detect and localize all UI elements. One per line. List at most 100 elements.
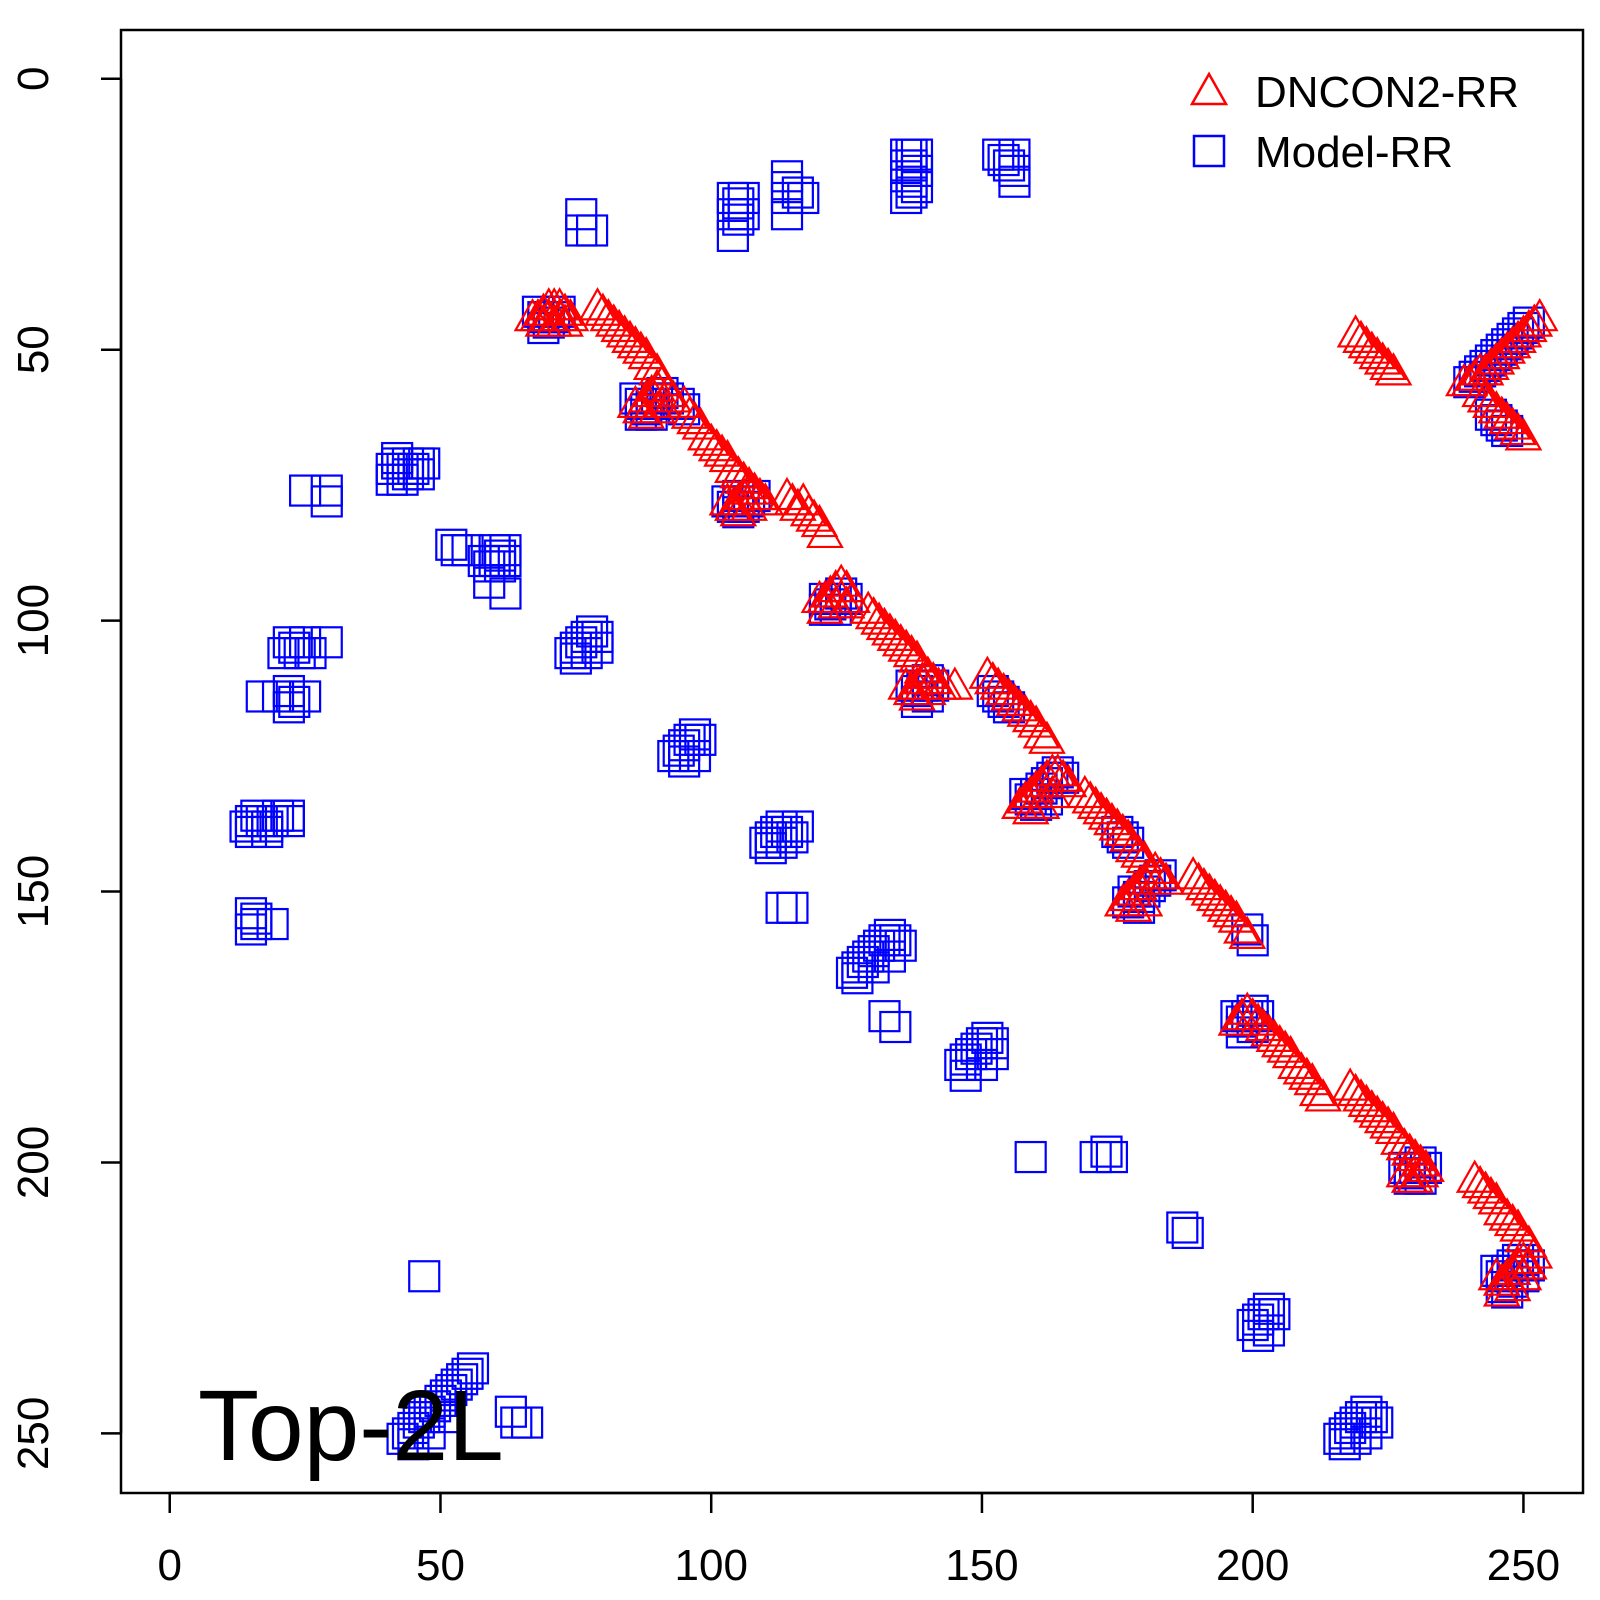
square-point: [267, 637, 300, 670]
series-dncon2-rr: [513, 287, 1559, 1307]
triangle-point: [1482, 335, 1521, 370]
square-point: [857, 951, 890, 984]
square-point: [619, 382, 652, 415]
triangle-point: [1298, 1072, 1337, 1107]
square-point: [289, 474, 322, 507]
square-point: [835, 956, 869, 989]
square-point: [565, 626, 598, 659]
triangle-point: [1477, 341, 1516, 375]
x-tick-label: 150: [945, 1541, 1018, 1590]
triangle-point: [1499, 319, 1537, 353]
square-point: [998, 165, 1031, 198]
square-point: [554, 637, 587, 670]
square-point: [944, 1048, 977, 1082]
triangle-point: [1488, 330, 1527, 364]
square-point: [489, 544, 522, 578]
square-point: [1328, 1428, 1361, 1461]
square-point: [251, 815, 284, 849]
square-point: [765, 826, 798, 859]
square-point: [272, 691, 305, 724]
square-point: [727, 198, 760, 231]
square-point: [402, 1406, 435, 1439]
triangle-point: [1493, 325, 1532, 359]
triangle-point: [1493, 1202, 1532, 1237]
square-point: [413, 1395, 446, 1428]
square-point: [559, 642, 592, 675]
triangle-point: [529, 297, 568, 332]
square-point: [1339, 1406, 1372, 1439]
triangle-point: [1472, 1175, 1510, 1210]
triangle-point: [1493, 1267, 1532, 1302]
legend-square-marker: [1192, 134, 1226, 168]
square-point: [570, 637, 603, 670]
square-point: [1252, 1292, 1286, 1325]
square-point: [1095, 1140, 1129, 1174]
square-point: [408, 1401, 441, 1434]
triangle-point: [1401, 1143, 1440, 1177]
square-point: [511, 1406, 544, 1439]
square-point: [1242, 1303, 1275, 1336]
triangle-point: [1482, 1273, 1521, 1307]
square-point: [949, 1043, 982, 1076]
square-point: [960, 1032, 993, 1065]
square-point: [781, 810, 814, 843]
square-point: [245, 680, 278, 713]
square-point: [890, 160, 923, 193]
square-point: [765, 810, 798, 843]
square-point: [770, 181, 804, 215]
triangle-point: [546, 303, 584, 337]
triangle-point: [806, 514, 844, 549]
square-point: [240, 907, 273, 941]
square-point: [446, 1363, 479, 1396]
square-point: [770, 815, 804, 849]
y-axis: 0 50 100 150 200 250: [9, 67, 123, 1470]
triangle-point: [1044, 758, 1083, 792]
square-point: [971, 1021, 1004, 1054]
triangle-point: [1049, 763, 1088, 798]
square-point: [1350, 1417, 1383, 1450]
x-tick-label: 100: [675, 1541, 748, 1590]
triangle-point: [1103, 883, 1142, 917]
triangle-point: [1022, 715, 1061, 749]
square-point: [1014, 1140, 1047, 1174]
square-point: [1334, 1411, 1367, 1445]
square-point: [391, 1417, 425, 1450]
square-point: [429, 1379, 462, 1412]
triangle-point: [827, 585, 866, 619]
triangle-point: [1147, 861, 1185, 895]
square-point: [1355, 1401, 1388, 1434]
square-point: [289, 680, 322, 713]
square-point: [451, 534, 484, 567]
triangle-point: [1103, 812, 1142, 847]
legend: DNCON2-RR Model-RR: [1189, 68, 1519, 177]
square-point: [310, 485, 343, 518]
y-tick-label: 100: [9, 584, 58, 657]
square-point: [1350, 1395, 1383, 1428]
y-tick-label: 250: [9, 1397, 58, 1470]
square-point: [1361, 1406, 1394, 1439]
square-point: [424, 1384, 457, 1417]
square-point: [397, 452, 430, 485]
triangle-point: [1504, 1219, 1543, 1253]
x-tick-label: 0: [157, 1541, 181, 1590]
square-point: [581, 631, 614, 664]
square-point: [435, 1373, 468, 1407]
triangle-point: [703, 433, 741, 467]
square-point: [413, 1417, 446, 1450]
square-point: [272, 805, 305, 838]
triangle-point: [908, 671, 947, 706]
square-point: [998, 138, 1031, 171]
square-point: [440, 1368, 473, 1401]
square-point: [727, 181, 760, 215]
square-point: [483, 550, 517, 583]
square-point: [1242, 1319, 1275, 1352]
square-point: [776, 891, 809, 924]
square-point: [992, 149, 1026, 182]
triangle-point: [1212, 893, 1250, 928]
triangle-point: [1455, 357, 1494, 391]
square-point: [272, 626, 305, 659]
triangle-point: [1011, 698, 1050, 733]
triangle-point: [719, 482, 758, 516]
square-point: [749, 826, 782, 859]
